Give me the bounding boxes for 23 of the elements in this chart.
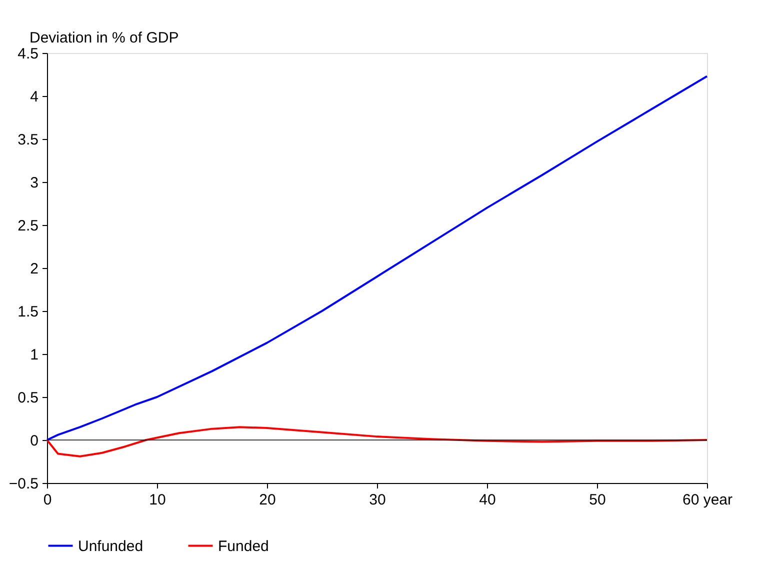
y-tick-label: 3 — [30, 174, 38, 192]
x-tick-label: 10 — [149, 492, 166, 508]
y-tick-label: 4 — [30, 88, 38, 106]
x-tick-label: 20 — [259, 492, 276, 508]
y-tick-label: 1.5 — [18, 304, 38, 320]
y-tick-label: 1 — [30, 346, 38, 364]
line-series — [46, 426, 708, 458]
legend-label: Unfunded — [78, 538, 144, 555]
y-tick-label: 2 — [30, 260, 38, 278]
x-tick-label: 60 year — [682, 492, 733, 508]
x-tick-label: 50 — [589, 492, 606, 508]
y-tick-label: 0.5 — [18, 390, 38, 406]
y-axis-title: Deviation in % of GDP — [30, 30, 179, 46]
x-tick-label: 0 — [43, 492, 52, 508]
line-series — [46, 75, 708, 441]
y-tick-label: 0 — [30, 432, 38, 450]
y-tick-label: 4.5 — [18, 46, 38, 62]
legend-label: Funded — [218, 538, 269, 555]
x-tick-label: 30 — [369, 492, 386, 508]
x-tick-label: 40 — [479, 492, 496, 508]
y-tick-label: 3.5 — [18, 132, 38, 148]
y-tick-label: 2.5 — [18, 218, 38, 234]
y-tick-label: −0.5 — [8, 476, 38, 492]
